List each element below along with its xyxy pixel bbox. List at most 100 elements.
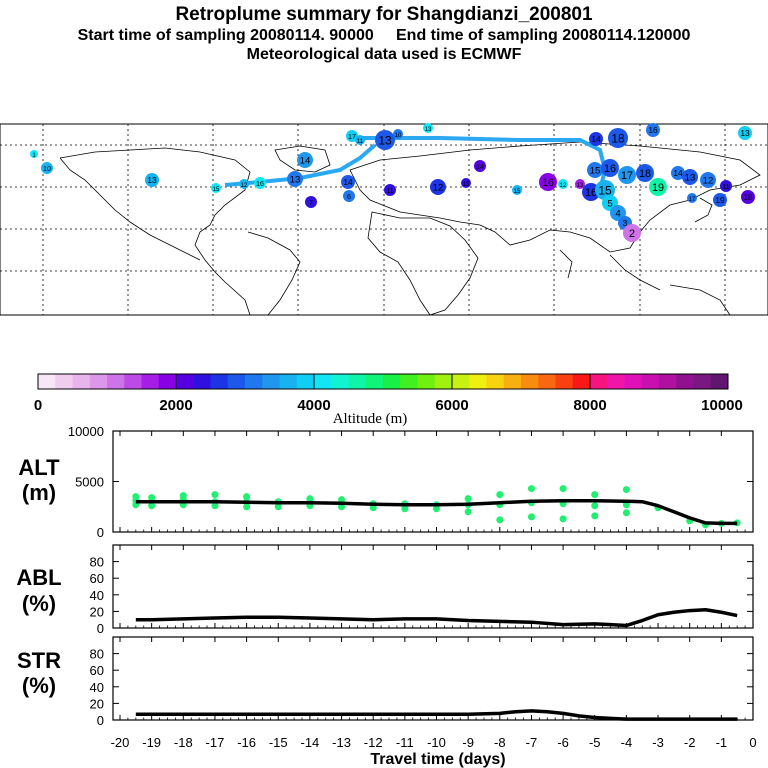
plume-cluster-label: 18 (743, 192, 753, 202)
plume-cluster-dot (608, 128, 628, 148)
x-tick-label: -9 (462, 735, 474, 750)
colorbar-tick: 8000 (573, 397, 606, 414)
plume-cluster-dot (41, 162, 53, 174)
y-tick-label: 0 (97, 713, 104, 728)
x-tick-label: -11 (396, 735, 414, 750)
plume-cluster-label: 13 (685, 173, 696, 184)
alt-plot-frame (112, 430, 754, 533)
alt-panel-unit: (m) (22, 480, 56, 505)
colorbar-tick: 10000 (701, 397, 743, 414)
colorbar-cell (676, 374, 694, 389)
cluster-altitude-point (496, 491, 504, 499)
y-tick-label: 60 (90, 663, 104, 678)
plume-cluster-dot (700, 172, 716, 188)
plume-cluster-label: 13 (463, 182, 470, 188)
colorbar-cell (607, 374, 625, 389)
cluster-altitude-point (591, 502, 599, 510)
plume-cluster-label: 5 (607, 199, 612, 210)
plume-cluster-dot (589, 132, 603, 146)
x-tick-label: -14 (301, 735, 320, 750)
colorbar-cell (72, 374, 91, 389)
x-tick-label: 0 (749, 735, 756, 750)
plume-cluster-dot (512, 185, 522, 195)
colorbar-cell (710, 374, 729, 389)
series-line-mean-altitude (135, 498, 738, 526)
colorbar-cell (296, 374, 315, 389)
plume-cluster-label: 15 (598, 184, 612, 198)
x-tick-label: -5 (589, 735, 601, 750)
plume-cluster-label: 16 (585, 187, 597, 199)
y-tick-label: 5000 (75, 475, 104, 490)
plume-cluster-label: 14 (673, 168, 683, 178)
plume-cluster-label: 15 (213, 187, 220, 193)
plume-cluster-dot (741, 190, 755, 204)
plume-cluster-label: 13 (740, 128, 750, 138)
colorbar-cell (452, 374, 470, 389)
y-tick-label: 80 (90, 555, 104, 570)
colorbar-frame (37, 373, 729, 390)
plume-cluster-label: 17 (689, 197, 696, 203)
colorbar-cell (624, 374, 643, 389)
plume-cluster-label: 17 (621, 170, 633, 182)
colorbar-cell (89, 374, 108, 389)
alt-panel-label: ALT (18, 455, 60, 480)
plume-cluster-dot (341, 175, 355, 189)
chart-title: Retroplume summary for Shangdianzi_20080… (175, 4, 593, 25)
plume-cluster-label: 11 (357, 139, 364, 145)
x-tick-label: -8 (494, 735, 506, 750)
plume-cluster-label: 13 (147, 175, 157, 185)
plume-cluster-label: 17 (348, 132, 356, 141)
colorbar-cell (262, 374, 280, 389)
plume-cluster-label: 16 (648, 125, 658, 135)
plume-cluster-dot (343, 190, 355, 202)
plume-cluster-dot (384, 184, 396, 196)
colorbar-cells (38, 374, 729, 389)
plume-cluster-dot (687, 193, 697, 203)
plume-cluster-dot (636, 164, 654, 182)
colorbar-cell (348, 374, 367, 389)
colorbar-cell (521, 374, 539, 389)
colorbar-cell (486, 374, 505, 389)
plume-cluster-label: 11 (386, 186, 393, 195)
colorbar-tick: 2000 (159, 397, 192, 414)
colorbar-label: Altitude (m) (333, 411, 408, 427)
plume-cluster-dot (30, 150, 38, 158)
cluster-altitude-point (338, 496, 346, 504)
plume-cluster-label: 16 (542, 177, 554, 189)
plume-cluster-dot (713, 193, 727, 207)
cluster-altitude-point (243, 493, 251, 501)
plume-cluster-label: 3 (623, 218, 628, 228)
colorbar-cell (38, 374, 56, 389)
plume-cluster-dot (375, 130, 395, 150)
cluster-altitude-point (591, 491, 599, 499)
y-tick-label: 40 (90, 588, 104, 603)
colorbar-cell (124, 374, 142, 389)
plume-cluster-dot (211, 183, 221, 193)
plume-cluster-dot (738, 126, 752, 140)
colorbar-tick: 0 (34, 397, 42, 414)
y-tick-label: 40 (90, 680, 104, 695)
plume-cluster-dot (575, 179, 585, 189)
plume-cluster-label: 14 (343, 177, 353, 187)
colorbar-cell (279, 374, 298, 389)
colorbar-tick: 6000 (435, 397, 468, 414)
plume-cluster-label: 16 (256, 179, 264, 188)
plume-cluster-label: 4 (615, 209, 621, 220)
cluster-altitude-point (211, 491, 219, 499)
colorbar-cell (400, 374, 418, 389)
plume-cluster-dot (346, 130, 358, 142)
plume-cluster-dot (393, 129, 403, 139)
plume-cluster-dot (646, 123, 660, 137)
cluster-altitude-point (179, 492, 187, 500)
colorbar-cell (193, 374, 211, 389)
plume-cluster-dot (145, 173, 159, 187)
abl-panel-unit: (%) (22, 591, 56, 616)
colorbar-cell (314, 374, 332, 389)
plume-cluster-label: 2 (629, 228, 635, 240)
y-tick-label: 60 (90, 571, 104, 586)
y-tick-label: 0 (97, 621, 104, 636)
x-tick-label: -7 (526, 735, 538, 750)
plume-cluster-label: 18 (611, 132, 625, 146)
